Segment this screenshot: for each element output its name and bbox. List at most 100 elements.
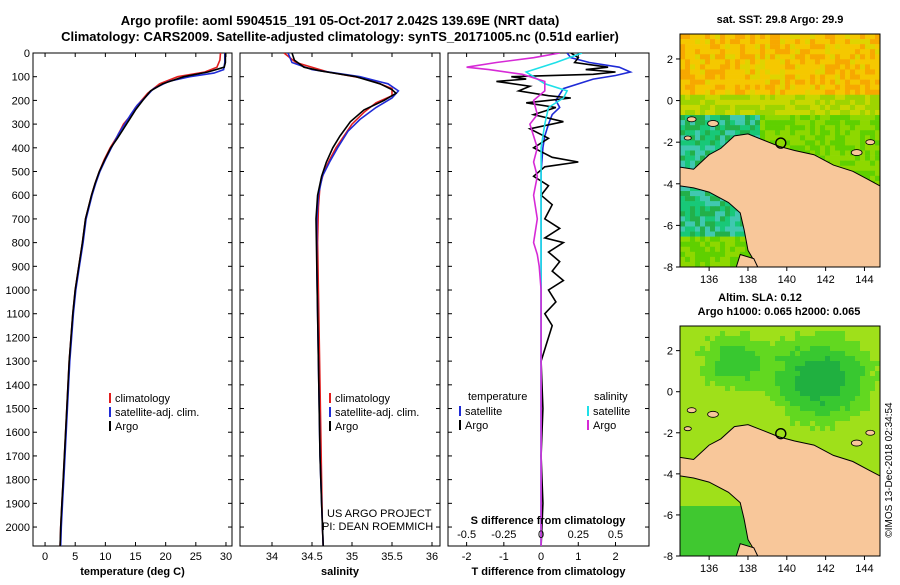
map-sla-cell xyxy=(840,396,846,402)
map-sla-cell xyxy=(705,501,711,507)
map-sla-cell xyxy=(740,421,746,427)
map-sla-cell xyxy=(790,421,796,427)
map-sst-cell xyxy=(700,241,706,248)
map-sst-island xyxy=(865,139,876,146)
map-sst-cell xyxy=(715,79,721,85)
map-sst-cell xyxy=(680,69,686,75)
map-sla-cell xyxy=(730,551,736,556)
map-sst-cell xyxy=(735,130,741,136)
map-sst-cell xyxy=(820,150,826,156)
map-sst-cell xyxy=(695,241,701,248)
map-sst-cell xyxy=(865,115,871,121)
map-sla-cell xyxy=(795,426,801,432)
map-sla-cell xyxy=(870,406,876,412)
map-sla-cell xyxy=(830,361,836,367)
map-sla-cell xyxy=(715,486,721,492)
map-sst-cell xyxy=(870,170,876,177)
map-sst-cell xyxy=(865,89,871,96)
map-sla-cell xyxy=(725,531,731,537)
map-sla-cell xyxy=(795,341,801,347)
map-sst-cell xyxy=(850,49,856,55)
map-sla-cell xyxy=(860,416,866,422)
map-sst-cell xyxy=(805,130,811,136)
map-sla-cell xyxy=(685,346,691,352)
map-sst-cell xyxy=(860,115,866,121)
temperature-xtick-label: 5 xyxy=(72,551,78,563)
map-sst-cell xyxy=(875,79,880,85)
map-sst-cell xyxy=(755,89,761,96)
map-sst-cell xyxy=(805,44,811,50)
difference-xtick-label: 1 xyxy=(575,551,581,563)
salinity-legend-label: satellite-adj. clim. xyxy=(335,407,419,419)
map-sla-cell xyxy=(770,431,776,437)
map-sla-cell xyxy=(690,441,696,447)
map-sst-cell xyxy=(815,99,821,106)
map-sla-cell xyxy=(705,361,711,367)
map-sst-cell xyxy=(795,39,801,45)
map-sst-cell xyxy=(820,49,826,55)
map-sst-cell xyxy=(815,64,821,70)
map-sst-cell xyxy=(695,236,701,242)
map-sst-cell xyxy=(830,115,836,121)
map-sst-cell xyxy=(845,145,851,151)
map-sla-cell xyxy=(780,346,786,352)
map-sst-cell xyxy=(720,54,726,60)
map-sla-cell xyxy=(805,431,811,437)
map-sla-cell xyxy=(690,486,696,492)
map-sst-cell xyxy=(715,231,721,237)
map-sst-cell xyxy=(685,216,691,222)
map-sst-cell xyxy=(790,120,796,126)
map-sla-cell xyxy=(830,436,836,442)
map-sst-cell xyxy=(695,261,701,267)
map-sla-cell xyxy=(685,511,691,517)
map-sla-cell xyxy=(740,366,746,372)
map-sst-cell xyxy=(700,120,706,126)
map-sst-cell xyxy=(795,109,801,116)
map-sla-cell xyxy=(835,416,841,422)
map-sla-cell xyxy=(725,501,731,507)
map-sla-cell xyxy=(870,351,876,357)
map-sst-cell xyxy=(775,49,781,55)
map-sst-cell xyxy=(860,34,866,40)
map-sla-cell xyxy=(830,446,836,452)
map-sst-island xyxy=(707,120,719,127)
map-sla-cell xyxy=(730,501,736,507)
map-sst-cell xyxy=(845,109,851,116)
map-sst-cell xyxy=(695,216,701,222)
map-sst-cell xyxy=(720,221,726,227)
map-sst-cell xyxy=(720,211,726,217)
map-sla-cell xyxy=(755,376,761,382)
map-sla-cell xyxy=(865,401,871,407)
map-sst-cell xyxy=(845,54,851,60)
map-sst-cell xyxy=(790,64,796,70)
map-sst-cell xyxy=(815,109,821,116)
map-sla-cell xyxy=(785,431,791,437)
map-sst-cell xyxy=(785,64,791,70)
map-sla-cell xyxy=(755,391,761,397)
map-sla-cell xyxy=(685,536,691,542)
map-sla-cell xyxy=(865,391,871,397)
map-sst-cell xyxy=(730,246,736,253)
map-sst-cell xyxy=(795,79,801,85)
map-sla-cell xyxy=(695,481,701,487)
depth-tick-label: 300 xyxy=(12,119,30,131)
map-sla-cell xyxy=(825,346,831,352)
map-sla-cell xyxy=(700,391,706,397)
map-sla-cell xyxy=(725,491,731,497)
map-sla-cell xyxy=(680,486,686,492)
map-sst-cell xyxy=(845,94,851,101)
map-sla-cell xyxy=(820,341,826,347)
map-sst-cell xyxy=(815,44,821,50)
map-sla-cell xyxy=(820,396,826,402)
map-sst-cell xyxy=(685,201,691,207)
map-sla-cell xyxy=(700,401,706,407)
map-sla-cell xyxy=(780,406,786,412)
map-sla-cell xyxy=(755,366,761,372)
map-sst-cell xyxy=(815,125,821,131)
map-sst-cell xyxy=(680,94,686,101)
map-sla-cell xyxy=(735,356,741,362)
map-sla-cell xyxy=(815,416,821,422)
map-sst-cell xyxy=(810,44,816,50)
map-sla-cell xyxy=(790,411,796,417)
